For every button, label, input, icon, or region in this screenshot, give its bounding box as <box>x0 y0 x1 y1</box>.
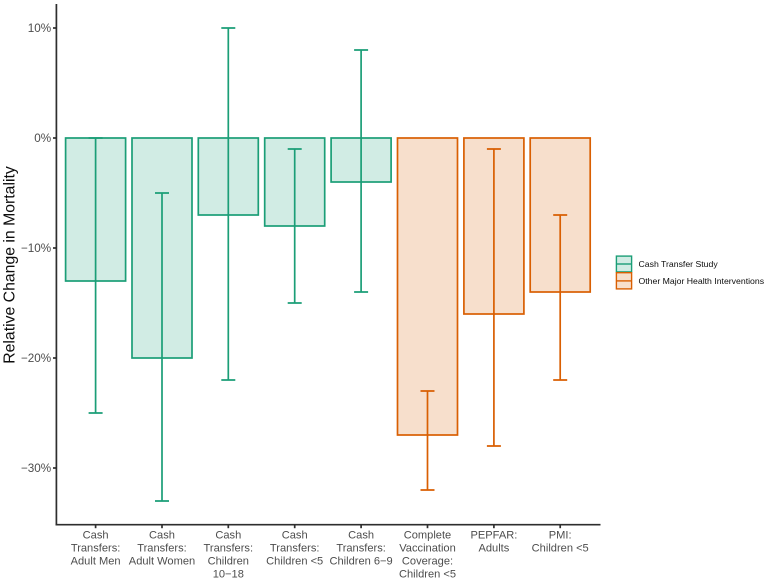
svg-text:Cash: Cash <box>149 529 175 541</box>
svg-text:10−18: 10−18 <box>213 568 244 580</box>
svg-text:Children <5: Children <5 <box>266 555 323 567</box>
svg-text:Coverage:: Coverage: <box>402 555 453 567</box>
svg-text:−30%: −30% <box>21 462 51 475</box>
svg-text:Cash: Cash <box>348 529 374 541</box>
svg-text:Adults: Adults <box>478 542 509 554</box>
svg-text:Transfers:: Transfers: <box>71 542 121 554</box>
svg-text:Other Major Health Interventio: Other Major Health Interventions <box>639 276 765 286</box>
svg-text:Children: Children <box>208 555 249 567</box>
svg-text:Vaccination: Vaccination <box>399 542 456 554</box>
svg-text:Relative Change in Mortality: Relative Change in Mortality <box>2 166 19 364</box>
svg-text:Children <5: Children <5 <box>532 542 589 554</box>
svg-text:−10%: −10% <box>21 242 51 255</box>
svg-text:PEPFAR:: PEPFAR: <box>470 529 517 541</box>
svg-text:10%: 10% <box>28 22 51 35</box>
svg-text:Complete: Complete <box>404 529 451 541</box>
svg-text:Adult Men: Adult Men <box>71 555 121 567</box>
svg-text:Children 6−9: Children 6−9 <box>329 555 392 567</box>
svg-text:Transfers:: Transfers: <box>204 542 254 554</box>
svg-text:−20%: −20% <box>21 352 51 365</box>
svg-text:Cash: Cash <box>282 529 308 541</box>
svg-text:Transfers:: Transfers: <box>336 542 386 554</box>
svg-text:0%: 0% <box>34 132 51 145</box>
svg-text:Adult Women: Adult Women <box>129 555 195 567</box>
svg-text:Transfers:: Transfers: <box>137 542 187 554</box>
svg-text:Transfers:: Transfers: <box>270 542 320 554</box>
svg-text:PMI:: PMI: <box>549 529 572 541</box>
svg-text:Children <5: Children <5 <box>399 568 456 580</box>
svg-text:Cash: Cash <box>83 529 109 541</box>
svg-text:Cash Transfer Study: Cash Transfer Study <box>639 259 719 269</box>
svg-text:Cash: Cash <box>215 529 241 541</box>
